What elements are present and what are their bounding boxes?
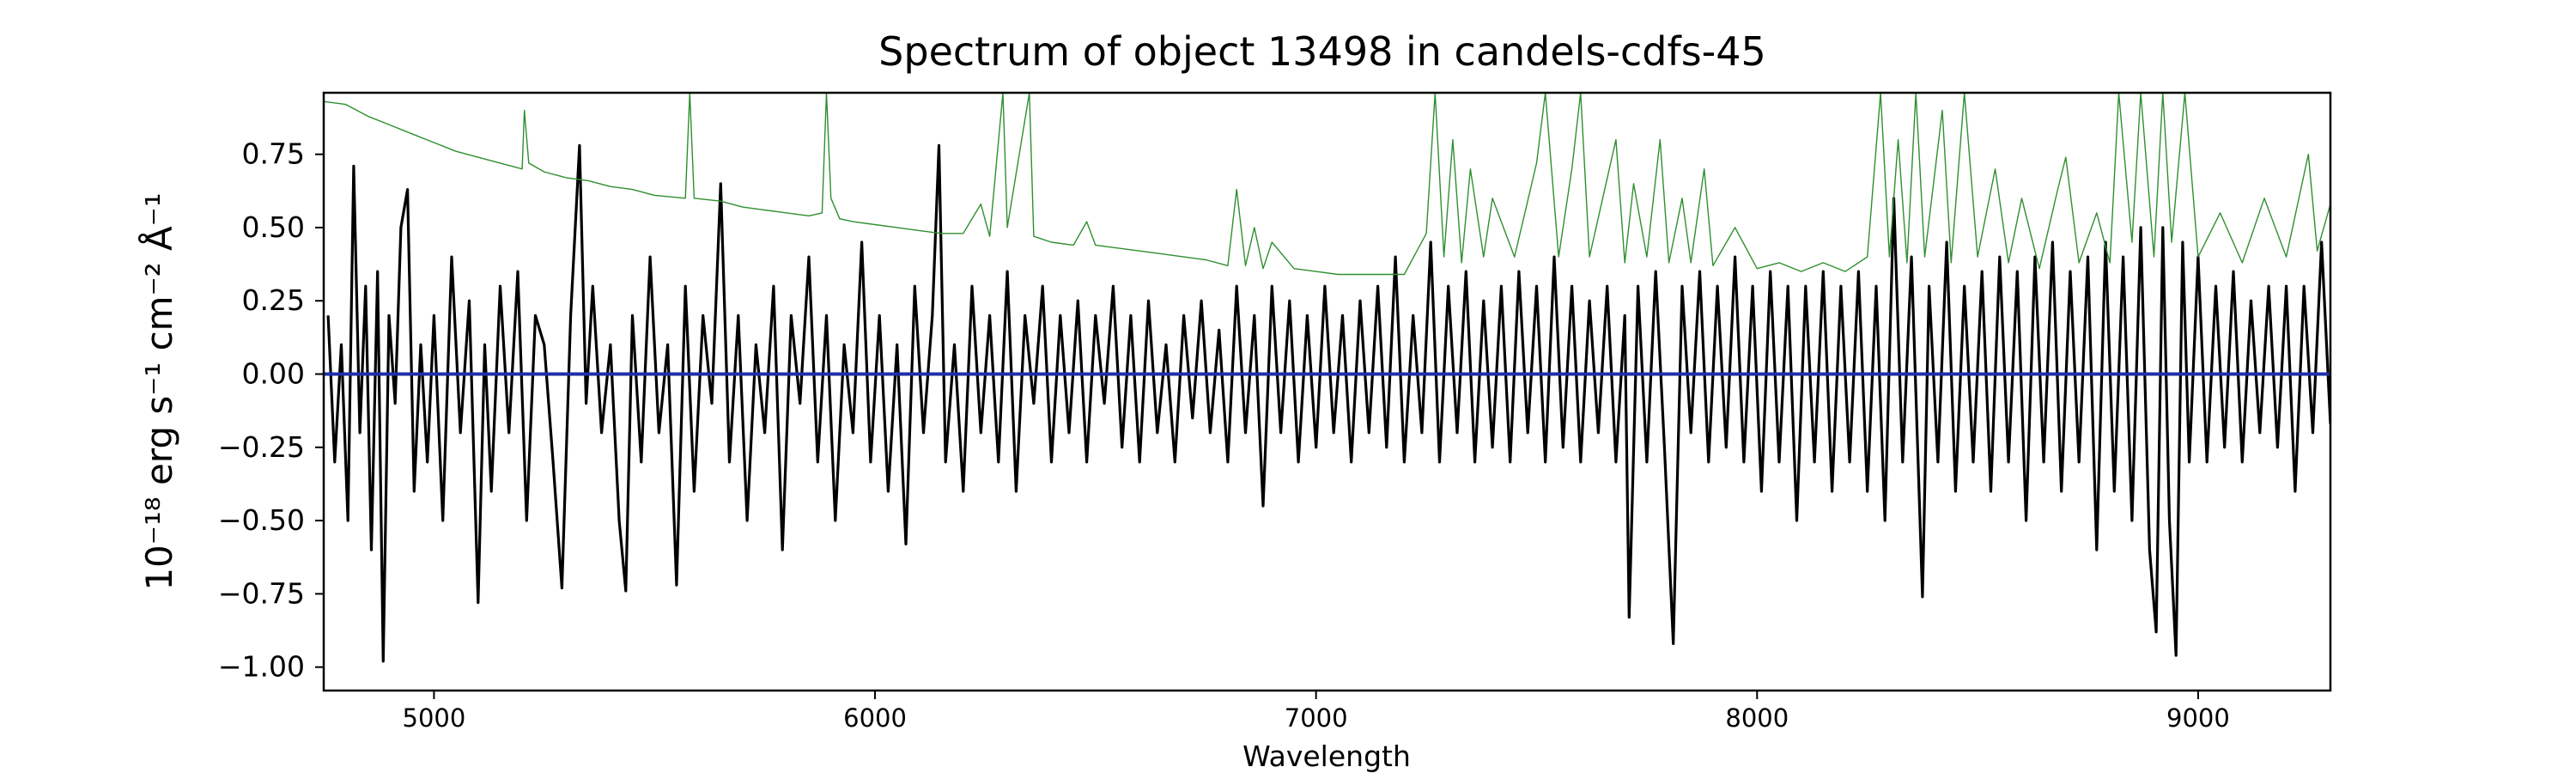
y-tick-label: −0.25: [218, 430, 305, 464]
y-tick-label: 0.50: [242, 210, 305, 244]
plot-frame: [322, 91, 2332, 692]
x-tick-label: 9000: [2166, 703, 2230, 733]
x-axis-label: Wavelength: [1242, 740, 1411, 773]
series-line-0: [326, 143, 2330, 663]
y-tick-label: 0.00: [242, 357, 305, 391]
y-tick-label: 0.75: [242, 137, 305, 171]
y-tick-label: −1.00: [218, 650, 305, 684]
chart-title: Spectrum of object 13498 in candels-cdfs…: [878, 28, 1766, 75]
y-axis: 0.75 0.50 0.25 0.00 −0.25 −0.50 −0.75 −1.00: [218, 137, 324, 684]
x-tick-label: 8000: [1725, 703, 1789, 733]
x-axis: 5000 6000 7000 8000 9000: [403, 691, 2230, 733]
series-layer: [324, 93, 2330, 663]
y-axis-label: 10⁻¹⁸ erg s⁻¹ cm⁻² Å⁻¹: [137, 192, 180, 590]
series-line-1: [324, 93, 2330, 276]
x-tick-label: 5000: [403, 703, 466, 733]
x-tick-label: 7000: [1285, 703, 1348, 733]
y-tick-label: 0.25: [242, 283, 305, 317]
x-tick-label: 6000: [843, 703, 907, 733]
y-tick-label: −0.50: [218, 503, 305, 537]
y-tick-label: −0.75: [218, 576, 305, 610]
